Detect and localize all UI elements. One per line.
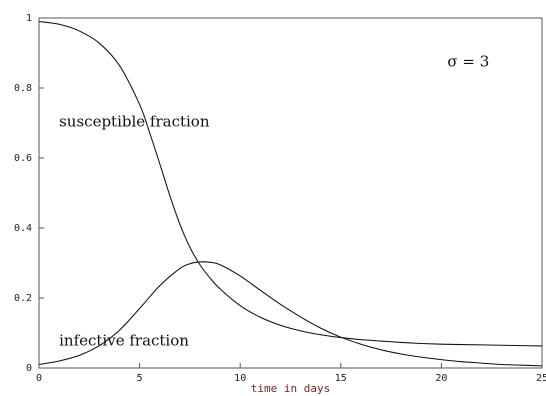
series-layer [38,20,543,367]
infective-label: infective fraction [59,331,189,349]
y-tick-label: 0 [26,363,32,374]
plot-frame-layer [38,17,543,369]
x-axis-label: time in days [251,382,330,395]
x-tick-label: 20 [435,373,447,384]
infective-fraction-line [38,261,543,367]
x-tick-label: 0 [36,373,42,384]
y-tick-label: 0.8 [14,83,32,94]
annotations-layer: σ = 3 susceptible fraction infective fract… [59,52,489,349]
x-tick-label: 10 [234,373,246,384]
y-tick-label: 1 [26,13,32,24]
susceptible-label: susceptible fraction [59,113,210,131]
x-tick-label: 25 [536,373,546,384]
susceptible-fraction-line [38,20,543,347]
y-tick-label: 0.4 [14,223,32,234]
plot-frame [38,17,543,369]
x-tick-label: 15 [335,373,347,384]
y-tick-label: 0.6 [14,153,32,164]
sigma-annotation: σ = 3 [447,52,489,70]
ticks-layer: 0 5 10 15 20 25 0 0.2 0.4 0.6 0.8 1 [14,13,546,384]
y-tick-label: 0.2 [14,293,32,304]
x-tick-label: 5 [137,373,143,384]
